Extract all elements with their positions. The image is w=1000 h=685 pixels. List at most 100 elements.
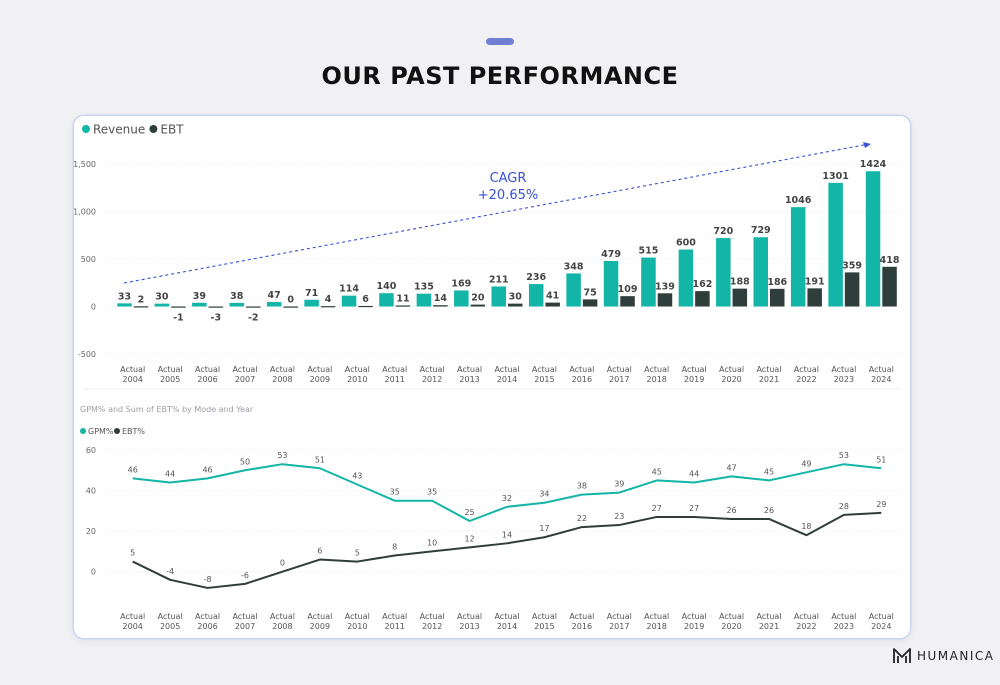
bar-ebt — [433, 305, 448, 307]
x-tick-line: Actual — [494, 365, 519, 374]
line-data-label-ebtpct: 5 — [355, 549, 360, 558]
x-tick-line: 2008 — [272, 622, 292, 631]
line-data-label-gpmpct: 45 — [764, 467, 774, 476]
x-tick-line: Actual — [719, 365, 744, 374]
bar-x-tick-label: Actual 2016 — [569, 365, 594, 384]
x-tick-line: 2007 — [235, 375, 255, 384]
bar-x-tick-label: Actual 2014 — [494, 365, 519, 384]
line-data-label-ebtpct: 27 — [652, 504, 662, 513]
line-data-label-gpmpct: 53 — [277, 451, 287, 460]
gpm-ebt-line-chart: GPM% and Sum of EBT% by Mode and Year GP… — [80, 405, 902, 631]
x-tick-line: Actual — [345, 365, 370, 374]
line-x-tick-label: Actual 2015 — [532, 612, 557, 631]
line-x-tick-label: Actual 2012 — [420, 612, 445, 631]
bar-ebt — [620, 296, 635, 307]
line-data-label-ebtpct: 26 — [764, 506, 774, 515]
x-tick-line: Actual — [869, 365, 894, 374]
bar-x-tick-label: Actual 2007 — [232, 365, 257, 384]
line-data-label-gpmpct: 34 — [539, 490, 549, 499]
bar-x-tick-label: Actual 2005 — [158, 365, 183, 384]
bar-data-label-ebt: 162 — [692, 279, 712, 290]
top-accent-pill — [486, 38, 514, 45]
x-tick-line: Actual — [270, 365, 295, 374]
cagr-value: +20.65% — [478, 188, 538, 203]
x-tick-line: Actual — [644, 612, 669, 621]
legend-dot-ebtpct — [114, 428, 120, 434]
bar-data-label-ebt: 20 — [471, 293, 485, 304]
x-tick-line: 2019 — [684, 375, 704, 384]
x-tick-line: Actual — [232, 365, 257, 374]
bar-x-tick-label: Actual 2009 — [307, 365, 332, 384]
cagr-annotation: CAGR +20.65% — [123, 142, 871, 284]
line-x-tick-label: Actual 2024 — [869, 612, 894, 631]
bar-revenue — [641, 257, 656, 307]
bar-x-tick-label: Actual 2008 — [270, 365, 295, 384]
x-tick-line: Actual — [382, 365, 407, 374]
line-data-label-ebtpct: 29 — [876, 500, 886, 509]
bar-x-tick-label: Actual 2022 — [794, 365, 819, 384]
line-x-tick-label: Actual 2009 — [307, 612, 332, 631]
x-tick-line: Actual — [158, 365, 183, 374]
line-data-label-ebtpct: 8 — [392, 542, 397, 551]
bar-ebt — [770, 288, 785, 307]
line-x-tick-label: Actual 2010 — [345, 612, 370, 631]
bar-data-label-revenue: 236 — [526, 272, 546, 283]
bar-data-label-ebt: 11 — [396, 293, 409, 304]
bar-ebt — [807, 288, 822, 307]
cagr-title: CAGR — [490, 171, 527, 186]
x-tick-line: Actual — [158, 612, 183, 621]
bar-data-label-revenue: 39 — [193, 291, 206, 302]
bar-y-tick-label: 1,000 — [74, 208, 96, 217]
x-tick-line: Actual — [195, 612, 220, 621]
bar-ebt — [171, 306, 186, 308]
line-x-tick-label: Actual 2011 — [382, 612, 407, 631]
x-tick-line: 2014 — [497, 375, 517, 384]
x-tick-line: Actual — [307, 365, 332, 374]
bar-ebt — [732, 288, 748, 307]
x-tick-line: Actual — [420, 365, 445, 374]
bar-data-label-revenue: 348 — [564, 261, 584, 272]
x-tick-line: 2022 — [796, 622, 816, 631]
bar-data-label-ebt: -2 — [248, 313, 259, 324]
line-data-label-gpmpct: 46 — [202, 465, 212, 474]
bar-revenue — [790, 207, 806, 307]
line-y-tick-label: 40 — [86, 487, 96, 496]
bar-data-label-revenue: 479 — [601, 249, 621, 260]
x-tick-line: Actual — [382, 612, 407, 621]
bar-data-label-revenue: 38 — [230, 291, 244, 302]
bar-revenue — [865, 171, 881, 307]
x-tick-line: Actual — [120, 365, 145, 374]
x-tick-line: Actual — [232, 612, 257, 621]
line-data-label-gpmpct: 51 — [876, 455, 886, 464]
x-tick-line: Actual — [120, 612, 145, 621]
legend-dot-revenue — [82, 125, 90, 133]
line-data-label-gpmpct: 47 — [726, 463, 736, 472]
bar-data-label-ebt: 14 — [434, 293, 448, 304]
bar-x-tick-label: Actual 2011 — [382, 365, 407, 384]
line-data-label-ebtpct: 6 — [317, 547, 322, 556]
x-tick-line: 2017 — [609, 375, 629, 384]
line-data-label-gpmpct: 53 — [839, 451, 849, 460]
x-tick-line: Actual — [457, 612, 482, 621]
x-tick-line: Actual — [682, 612, 707, 621]
bar-y-tick-label: 500 — [81, 255, 96, 264]
line-series-ebtpct — [132, 511, 882, 589]
x-tick-line: 2017 — [609, 622, 629, 631]
cagr-arrowhead-icon — [863, 142, 871, 148]
x-tick-line: 2023 — [834, 375, 854, 384]
line-data-label-gpmpct: 44 — [689, 469, 699, 478]
x-tick-line: 2019 — [684, 622, 704, 631]
x-tick-line: Actual — [345, 612, 370, 621]
x-tick-line: 2021 — [759, 622, 779, 631]
bar-ebt — [844, 272, 860, 307]
x-tick-line: 2012 — [422, 622, 442, 631]
x-tick-line: Actual — [532, 612, 557, 621]
x-tick-line: Actual — [682, 365, 707, 374]
line-y-tick-label: 20 — [86, 527, 96, 536]
bar-data-label-ebt: 188 — [730, 277, 750, 288]
bar-ebt — [395, 305, 411, 307]
line-data-label-ebtpct: -6 — [241, 571, 249, 580]
line-data-label-gpmpct: 50 — [240, 457, 250, 466]
